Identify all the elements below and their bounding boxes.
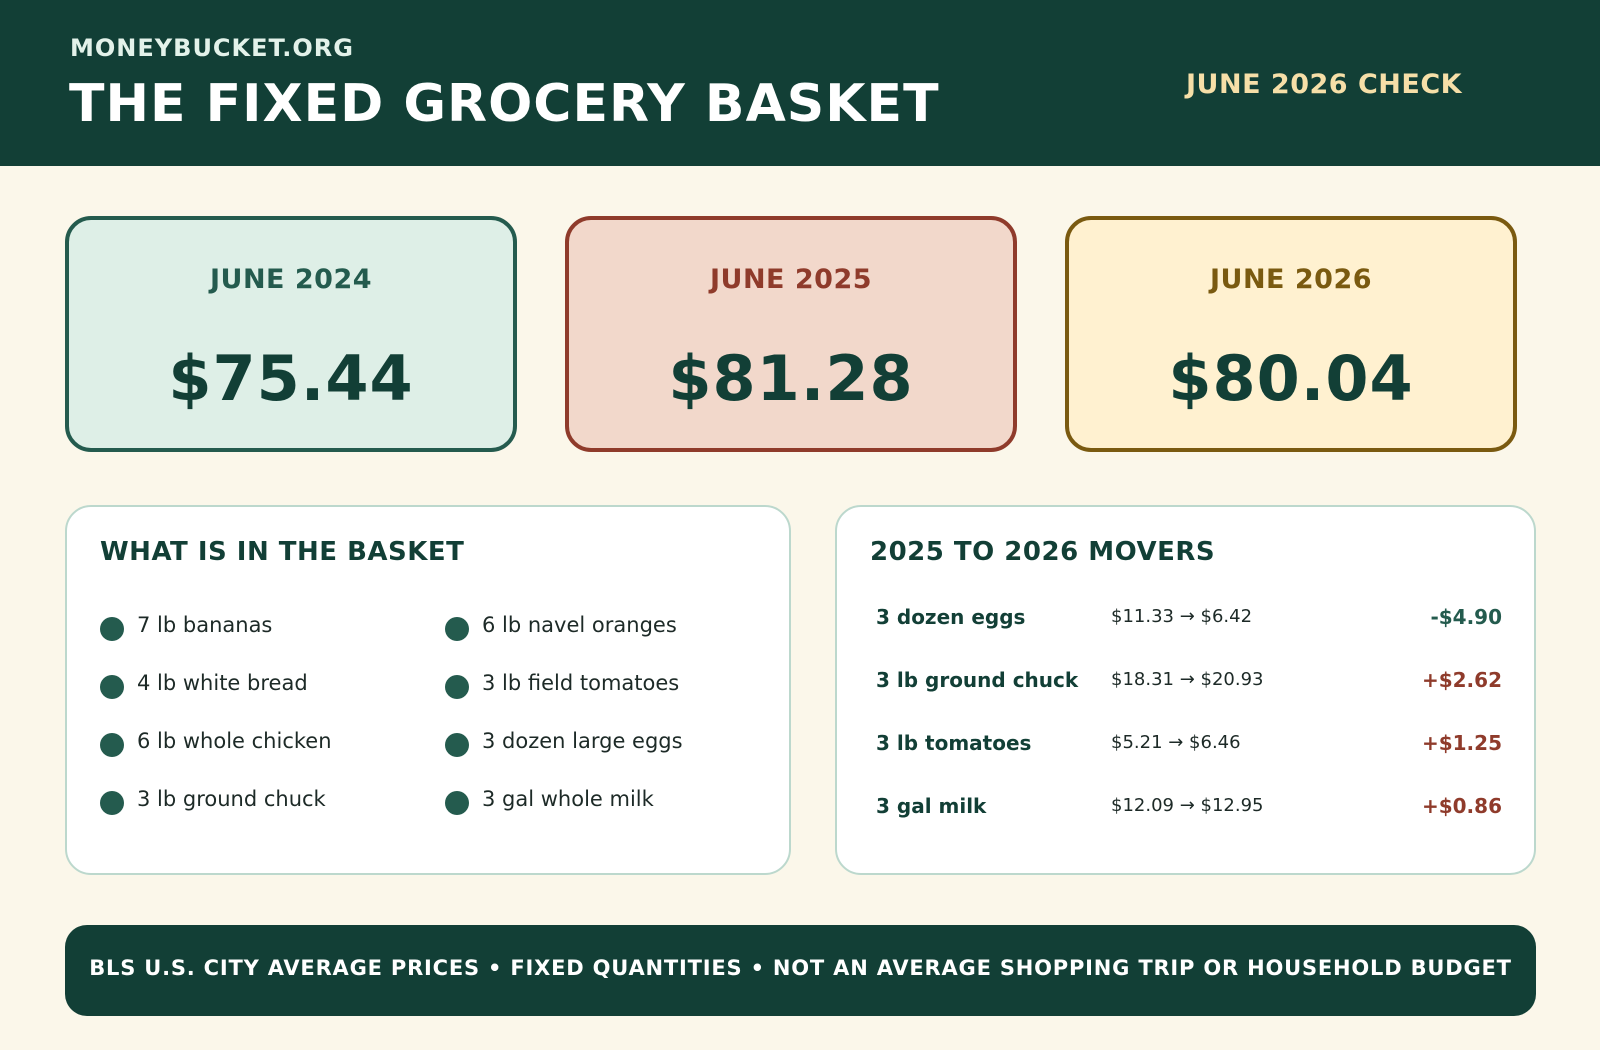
mover-name: 3 lb ground chuck bbox=[876, 668, 1079, 692]
mover-name: 3 lb tomatoes bbox=[876, 731, 1032, 755]
mover-price-range: $11.33 → $6.42 bbox=[1111, 606, 1253, 627]
bullet-dot-icon bbox=[100, 791, 124, 815]
mover-row: 3 gal milk $12.09 → $12.95 +$0.86 bbox=[876, 794, 1502, 824]
basket-item-label: 3 gal whole milk bbox=[482, 787, 654, 811]
basket-panel: WHAT IS IN THE BASKET 7 lb bananas 4 lb … bbox=[65, 505, 791, 875]
card-date: JUNE 2024 bbox=[209, 264, 373, 295]
site-name: MONEYBUCKET.ORG bbox=[70, 34, 354, 62]
mover-row: 3 lb tomatoes $5.21 → $6.46 +$1.25 bbox=[876, 731, 1502, 761]
basket-item-label: 7 lb bananas bbox=[137, 613, 273, 637]
price-card-june-2024: JUNE 2024 $75.44 bbox=[65, 216, 517, 452]
bullet-dot-icon bbox=[445, 791, 469, 815]
mover-name: 3 gal milk bbox=[876, 794, 987, 818]
page-title: THE FIXED GROCERY BASKET bbox=[69, 74, 940, 134]
basket-item-label: 3 lb ground chuck bbox=[137, 787, 326, 811]
price-card-june-2025: JUNE 2025 $81.28 bbox=[565, 216, 1017, 452]
mover-price-range: $18.31 → $20.93 bbox=[1111, 669, 1264, 690]
basket-item-label: 6 lb whole chicken bbox=[137, 729, 332, 753]
basket-item-label: 4 lb white bread bbox=[137, 671, 308, 695]
bullet-dot-icon bbox=[100, 733, 124, 757]
basket-title: WHAT IS IN THE BASKET bbox=[100, 537, 465, 567]
card-price: $81.28 bbox=[668, 342, 914, 415]
mover-name: 3 dozen eggs bbox=[876, 605, 1026, 629]
mover-price-range: $5.21 → $6.46 bbox=[1111, 732, 1241, 753]
card-price: $75.44 bbox=[168, 342, 414, 415]
mover-price-range: $12.09 → $12.95 bbox=[1111, 795, 1264, 816]
price-card-june-2026: JUNE 2026 $80.04 bbox=[1065, 216, 1517, 452]
mover-row: 3 dozen eggs $11.33 → $6.42 -$4.90 bbox=[876, 605, 1502, 635]
movers-panel: 2025 TO 2026 MOVERS 3 dozen eggs $11.33 … bbox=[835, 505, 1536, 875]
header-bar: MONEYBUCKET.ORG THE FIXED GROCERY BASKET… bbox=[0, 0, 1600, 166]
mover-change: +$1.25 bbox=[1421, 731, 1502, 755]
mover-change: -$4.90 bbox=[1430, 605, 1502, 629]
bullet-dot-icon bbox=[445, 675, 469, 699]
footer-bar: BLS U.S. CITY AVERAGE PRICES • FIXED QUA… bbox=[65, 925, 1536, 1016]
movers-title: 2025 TO 2026 MOVERS bbox=[870, 537, 1216, 567]
mover-change: +$0.86 bbox=[1421, 794, 1502, 818]
basket-item-label: 3 dozen large eggs bbox=[482, 729, 683, 753]
card-date: JUNE 2026 bbox=[1209, 264, 1373, 295]
mover-change: +$2.62 bbox=[1421, 668, 1502, 692]
basket-item-label: 3 lb field tomatoes bbox=[482, 671, 680, 695]
bullet-dot-icon bbox=[100, 617, 124, 641]
bullet-dot-icon bbox=[445, 733, 469, 757]
bullet-dot-icon bbox=[445, 617, 469, 641]
card-price: $80.04 bbox=[1168, 342, 1414, 415]
basket-item-label: 6 lb navel oranges bbox=[482, 613, 677, 637]
check-label: JUNE 2026 CHECK bbox=[1186, 69, 1463, 100]
mover-row: 3 lb ground chuck $18.31 → $20.93 +$2.62 bbox=[876, 668, 1502, 698]
footer-disclaimer: BLS U.S. CITY AVERAGE PRICES • FIXED QUA… bbox=[89, 956, 1512, 980]
bullet-dot-icon bbox=[100, 675, 124, 699]
card-date: JUNE 2025 bbox=[709, 264, 873, 295]
